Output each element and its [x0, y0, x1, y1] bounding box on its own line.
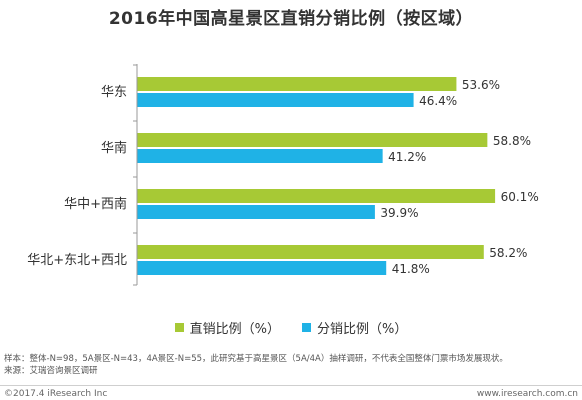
bar-distribution — [137, 261, 387, 275]
chart-title: 2016年中国高星景区直销分销比例（按区域） — [108, 9, 474, 29]
legend-swatch-direct — [174, 323, 184, 332]
data-label: 58.8% — [493, 134, 531, 148]
bar-direct — [137, 133, 488, 147]
category-label: 华南 — [101, 140, 127, 156]
data-label: 60.1% — [501, 190, 539, 204]
source-note: 来源：艾瑞咨询景区调研 — [4, 366, 98, 376]
bar-distribution — [137, 149, 383, 163]
legend-swatch-distribution — [302, 323, 311, 332]
bar-distribution — [137, 93, 414, 107]
data-label: 41.2% — [388, 150, 426, 164]
category-label: 华东 — [101, 85, 127, 100]
category-label: 华北+东北+西北 — [27, 253, 127, 268]
data-label: 58.2% — [489, 246, 527, 260]
data-label: 53.6% — [462, 78, 500, 92]
website-text: www.iresearch.com.cn — [476, 389, 578, 399]
bar-direct — [137, 245, 484, 259]
legend-item-direct: 直销比例（%） — [174, 318, 280, 337]
category-label: 华中+西南 — [64, 196, 127, 212]
data-label: 46.4% — [419, 94, 457, 108]
data-label: 41.8% — [392, 262, 430, 276]
bar-direct — [137, 77, 457, 91]
chart-legend: 直销比例（%） 分销比例（%） — [0, 318, 582, 337]
data-label: 39.9% — [380, 206, 418, 220]
footer-divider — [0, 385, 582, 386]
bar-chart: 华东 53.6% 46.4% 华南 58.8% 41.2% 华中+西南 60.1% 39.9% 华… — [27, 64, 539, 286]
legend-label-distribution: 分销比例（%） — [317, 322, 408, 337]
legend-item-distribution: 分销比例（%） — [302, 318, 407, 337]
legend-label-direct: 直销比例（%） — [189, 322, 280, 337]
sample-note: 样本：整体-N=98，5A景区-N=43，4A景区-N=55，此研究基于高星景区… — [4, 354, 508, 364]
bar-distribution — [137, 205, 375, 219]
bar-direct — [137, 189, 496, 203]
copyright-text: ©2017.4 iResearch Inc — [4, 389, 108, 399]
